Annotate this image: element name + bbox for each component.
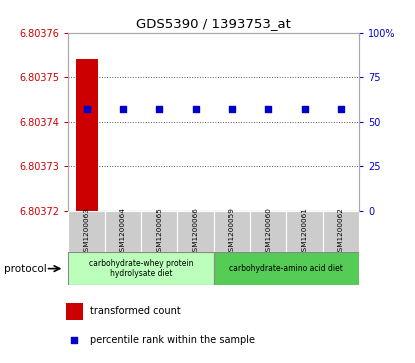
Point (120, 106, 126, 112)
Text: GSM1200060: GSM1200060 (265, 207, 271, 256)
Text: percentile rank within the sample: percentile rank within the sample (90, 335, 255, 345)
Bar (141, 211, 178, 252)
Text: protocol: protocol (4, 264, 47, 274)
Bar (257, 211, 279, 363)
Point (83, 106, 90, 112)
Text: GSM1200061: GSM1200061 (302, 207, 308, 256)
Bar (68, 211, 105, 252)
Text: carbohydrate-amino acid diet: carbohydrate-amino acid diet (229, 264, 343, 273)
Point (156, 106, 163, 112)
Point (337, 106, 344, 112)
Text: carbohydrate-whey protein
hydrolysate diet: carbohydrate-whey protein hydrolysate di… (89, 259, 193, 278)
Bar (66, 303, 83, 320)
Text: GSM1200066: GSM1200066 (193, 207, 198, 256)
Text: GSM1200065: GSM1200065 (156, 207, 162, 256)
Point (265, 106, 271, 112)
Bar (330, 211, 352, 363)
Bar (250, 211, 286, 252)
Bar (76, 60, 98, 211)
Text: GSM1200059: GSM1200059 (229, 207, 235, 256)
Bar (214, 211, 250, 252)
Bar (105, 211, 141, 252)
Point (229, 106, 235, 112)
Bar (323, 211, 359, 252)
Text: GSM1200064: GSM1200064 (120, 207, 126, 256)
Point (334, 182, 341, 188)
Bar (68, 252, 214, 285)
Bar (185, 211, 206, 363)
Bar (294, 211, 315, 363)
Bar (149, 211, 170, 363)
Text: GSM1200062: GSM1200062 (338, 207, 344, 256)
Bar (286, 211, 323, 252)
Bar (112, 211, 134, 363)
Text: transformed count: transformed count (90, 306, 181, 316)
Title: GDS5390 / 1393753_at: GDS5390 / 1393753_at (136, 17, 291, 30)
Bar (221, 211, 243, 363)
Point (301, 106, 308, 112)
Point (192, 106, 199, 112)
Text: GSM1200063: GSM1200063 (84, 207, 90, 256)
Bar (178, 211, 214, 252)
Bar (214, 252, 359, 285)
